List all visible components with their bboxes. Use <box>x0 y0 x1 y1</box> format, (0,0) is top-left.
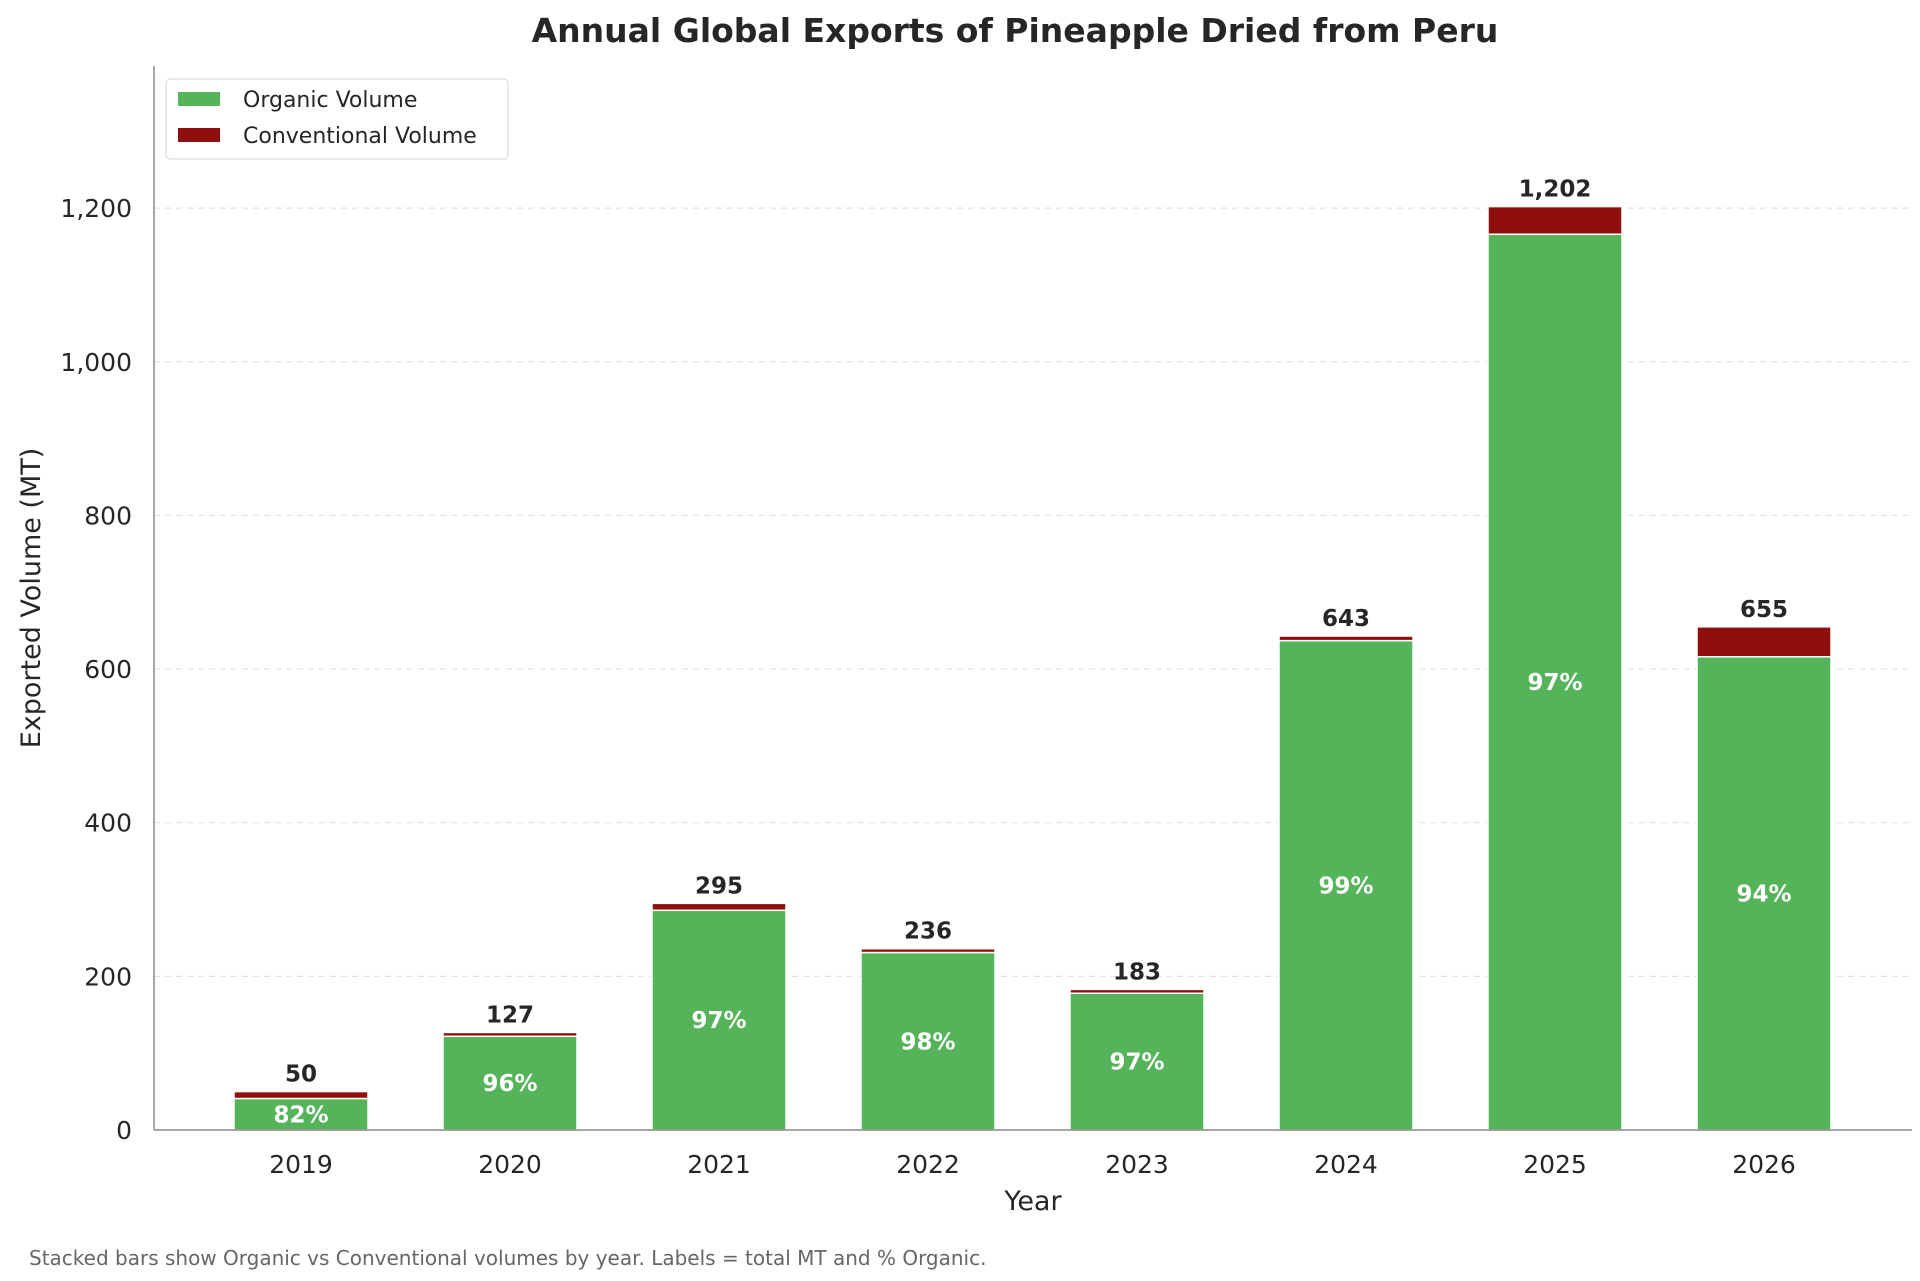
legend: Organic Volume Conventional Volume <box>165 78 509 160</box>
bar-organic <box>860 951 996 1131</box>
x-axis-ticks: 2019 2020 2021 2022 2023 2024 2025 2026 <box>269 1150 1796 1179</box>
y-axis-ticks: 0 200 400 600 800 1,000 1,200 <box>60 194 132 1145</box>
bars <box>233 205 1832 1131</box>
y-tick-label: 400 <box>84 809 132 838</box>
organic-pct-label: 94% <box>1736 881 1791 907</box>
x-tick-label: 2025 <box>1523 1150 1587 1179</box>
bar-organic <box>1487 233 1623 1131</box>
y-tick-label: 600 <box>84 655 132 684</box>
bar-conventional <box>1696 626 1832 658</box>
bar-conventional <box>860 947 996 954</box>
x-tick-label: 2021 <box>687 1150 751 1179</box>
footnote: Stacked bars show Organic vs Conventiona… <box>29 1246 986 1270</box>
legend-label-conventional: Conventional Volume <box>243 124 477 149</box>
legend-swatch-conventional <box>178 128 220 142</box>
bar-organic <box>1278 639 1414 1131</box>
organic-pct-label: 96% <box>482 1071 537 1097</box>
legend-frame <box>165 78 509 160</box>
y-tick-label: 200 <box>84 962 132 991</box>
y-tick-label: 800 <box>84 501 132 530</box>
x-tick-label: 2023 <box>1105 1150 1169 1179</box>
legend-label-organic: Organic Volume <box>243 88 417 113</box>
organic-pct-label: 82% <box>273 1102 328 1128</box>
bar-organic <box>1069 992 1205 1131</box>
x-axis-label: Year <box>1003 1186 1062 1217</box>
total-label: 655 <box>1740 597 1788 623</box>
x-tick-label: 2022 <box>896 1150 960 1179</box>
bar-conventional <box>1069 988 1205 995</box>
bar-conventional <box>1487 205 1623 235</box>
legend-swatch-organic <box>178 92 220 106</box>
total-label: 236 <box>904 919 952 945</box>
data-labels: 50 82% 127 96% 295 97% 236 98% 183 97% 643 99% 1,202… <box>273 177 1791 1129</box>
x-tick-label: 2026 <box>1732 1150 1796 1179</box>
bar-conventional <box>233 1090 369 1100</box>
bar-conventional <box>442 1031 578 1038</box>
x-tick-label: 2020 <box>478 1150 542 1179</box>
total-label: 295 <box>695 873 743 899</box>
organic-pct-label: 97% <box>1109 1050 1164 1076</box>
x-tick-label: 2019 <box>269 1150 333 1179</box>
total-label: 1,202 <box>1519 177 1592 203</box>
y-tick-label: 1,200 <box>60 194 132 223</box>
total-label: 183 <box>1113 959 1161 985</box>
organic-pct-label: 99% <box>1318 873 1373 899</box>
y-tick-label: 1,000 <box>60 348 132 377</box>
total-label: 50 <box>285 1062 317 1088</box>
organic-pct-label: 97% <box>1527 670 1582 696</box>
x-tick-label: 2024 <box>1314 1150 1378 1179</box>
organic-pct-label: 97% <box>691 1008 746 1034</box>
chart-title: Annual Global Exports of Pineapple Dried… <box>532 11 1499 50</box>
total-label: 127 <box>486 1002 534 1028</box>
bar-organic <box>651 909 787 1131</box>
bar-organic <box>1696 656 1832 1131</box>
y-tick-label: 0 <box>116 1116 132 1145</box>
bar-conventional <box>1278 635 1414 642</box>
total-label: 643 <box>1322 606 1370 632</box>
bar-conventional <box>651 902 787 912</box>
organic-pct-label: 98% <box>900 1029 955 1055</box>
gridlines <box>154 207 1912 977</box>
y-axis-label: Exported Volume (MT) <box>16 448 47 749</box>
bar-organic <box>233 1097 369 1131</box>
